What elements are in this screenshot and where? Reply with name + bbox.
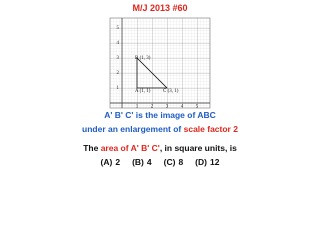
option: (B) 4: [132, 157, 152, 167]
point-label: B (1, 3): [135, 56, 151, 61]
x-axis-label: 2: [151, 105, 154, 110]
triangle: [136, 57, 168, 89]
figure: 1 2 3 4 5 1 2 3 4 5 B (1, 3) A (1, 1) C (3, 1): [109, 17, 211, 110]
question-start: The: [83, 143, 99, 153]
option-value: 8: [178, 157, 184, 167]
option: (D) 12: [195, 157, 219, 167]
y-axis-label: 4: [117, 41, 120, 46]
option-letter: (A): [100, 157, 113, 167]
y-axis-label: 1: [117, 86, 120, 91]
grid-border: [109, 17, 211, 109]
option: (C) 8: [164, 157, 184, 167]
option-value: 2: [115, 157, 121, 167]
grid-major: [110, 18, 210, 108]
y-axis-label: 3: [117, 56, 120, 61]
x-axis-label: 4: [181, 105, 184, 110]
option-letter: (B): [132, 157, 144, 167]
option-letter: (D): [195, 157, 207, 167]
x-axis-label: 1: [136, 105, 139, 110]
option-value: 4: [146, 157, 152, 167]
question-highlight: area of A' B' C': [100, 143, 160, 153]
y-axis-label: 5: [117, 26, 120, 31]
scale-factor: scale factor 2: [183, 124, 238, 134]
question-line: The area of A' B' C', in square units, i…: [0, 143, 320, 153]
option-value: 12: [209, 157, 220, 167]
question-end: , in square units, is: [159, 143, 237, 153]
x-axis-label: 5: [196, 105, 199, 110]
option: (A) 2: [101, 157, 121, 167]
point-label: C (3, 1): [163, 89, 179, 94]
statement-line-1: A' B' C' is the image of ABC: [104, 110, 216, 120]
x-axis-label: 3: [166, 105, 169, 110]
statement-text: under an enlargement of: [82, 124, 182, 134]
y-axis-label: 2: [117, 71, 120, 76]
statement-line-2: under an enlargement of scale factor 2: [0, 124, 320, 134]
options: (A) 2 (B) 4 (C) 8 (D) 12: [0, 157, 320, 167]
point-label: A (1, 1): [135, 89, 151, 94]
title: M/J 2013 #60: [132, 3, 188, 13]
option-letter: (C): [163, 157, 176, 167]
